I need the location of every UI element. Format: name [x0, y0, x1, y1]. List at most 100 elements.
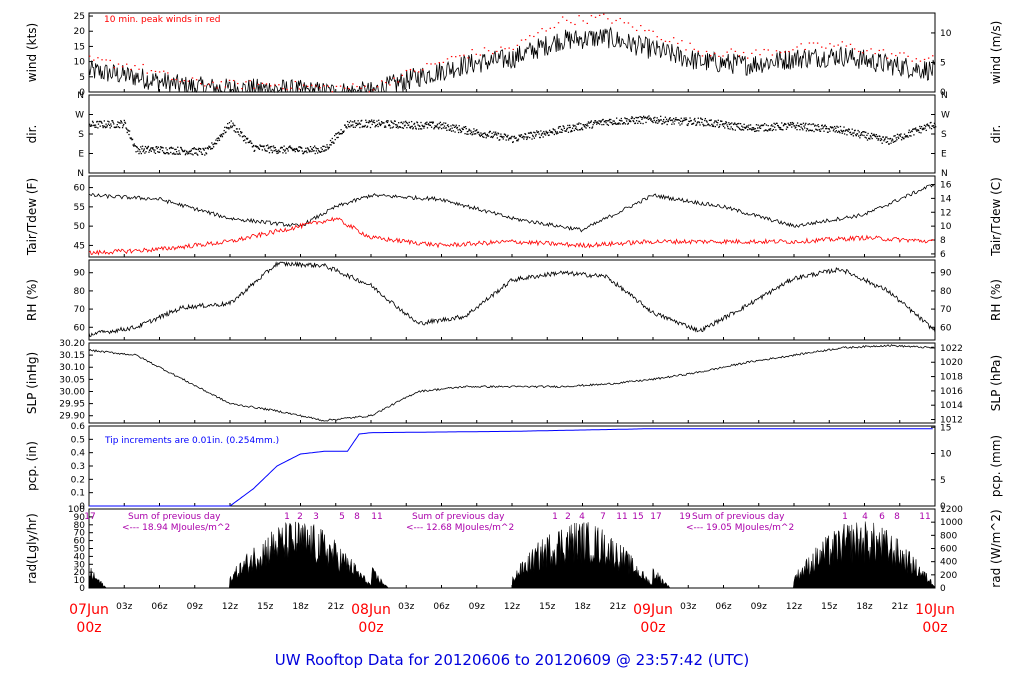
wind-peak-point	[681, 40, 683, 42]
dir-point	[195, 148, 198, 151]
dir-point	[662, 118, 665, 121]
dir-point	[839, 132, 841, 134]
dir-point	[695, 124, 698, 126]
wind-peak-point	[475, 53, 477, 55]
rad-hour-marker: 1	[552, 512, 558, 522]
dir-point	[243, 135, 245, 137]
dir-point	[812, 123, 815, 125]
dir-point	[355, 124, 358, 127]
dir-point	[846, 134, 848, 136]
dir-point	[915, 129, 917, 131]
xtick-hour-label: 21z	[328, 602, 344, 612]
dir-point	[108, 121, 110, 123]
dir-point	[181, 148, 183, 151]
xtick-hour-label: 15z	[257, 602, 273, 612]
dir-point	[288, 146, 291, 148]
wind-peak-point	[146, 72, 148, 74]
dir-point	[838, 131, 840, 133]
dir-point	[635, 116, 637, 119]
dir-point	[756, 127, 759, 129]
ytick-label-rh: 80	[74, 287, 86, 297]
dir-point	[464, 132, 466, 135]
dir-point	[188, 150, 191, 152]
dir-point	[175, 148, 177, 151]
dir-point	[351, 121, 353, 123]
dir-point	[708, 119, 711, 122]
ytick-label-right-slp: 1020	[940, 358, 963, 368]
xtick-day-hour: 00z	[640, 620, 665, 636]
dir-point	[490, 135, 493, 138]
ytick-label-rad: 30	[74, 560, 86, 570]
dir-point	[445, 127, 447, 129]
dir-point	[389, 127, 392, 129]
wind-peak-point	[483, 47, 486, 49]
xtick-day-label: 08Jun	[351, 602, 391, 618]
dir-point	[294, 150, 296, 153]
dir-point	[617, 123, 620, 125]
dir-point	[404, 124, 406, 126]
tdew-line	[88, 216, 934, 256]
wind-peak-point	[763, 48, 765, 51]
dir-point	[866, 139, 869, 141]
wind-peak-point	[109, 59, 111, 62]
dir-point	[218, 137, 220, 140]
dir-point	[701, 118, 704, 121]
wind-peak-point	[570, 22, 572, 24]
dir-point	[859, 134, 862, 137]
ytick-label-pcp: 0.2	[71, 475, 85, 485]
dir-point	[759, 125, 761, 127]
dir-point	[887, 138, 889, 140]
dir-point	[566, 127, 568, 130]
dir-point	[526, 137, 528, 139]
dir-point	[645, 121, 647, 124]
wind-peak-point	[121, 66, 124, 68]
dir-point	[789, 122, 792, 124]
dir-point	[384, 125, 386, 127]
dir-point	[890, 142, 892, 144]
dir-point	[647, 116, 649, 118]
dir-point	[267, 147, 269, 150]
dir-point	[674, 118, 677, 121]
ytick-label-wind: 10	[74, 58, 86, 68]
dir-point	[286, 148, 289, 150]
dir-point	[525, 136, 527, 138]
dir-point	[104, 126, 107, 129]
dir-point	[255, 145, 257, 147]
dir-point	[653, 119, 655, 121]
dir-point	[210, 147, 212, 150]
dir-point	[714, 125, 716, 128]
dir-point	[619, 123, 621, 125]
wind-peak-point	[529, 35, 531, 37]
ytick-label-wind: 15	[74, 42, 85, 52]
dir-point	[257, 146, 259, 148]
dir-point	[235, 131, 237, 133]
dir-point	[293, 149, 295, 151]
dir-point	[211, 142, 213, 144]
wind-peak-point	[603, 13, 605, 15]
wind-peak-point	[697, 50, 700, 52]
dir-point	[171, 147, 173, 149]
dir-point	[274, 149, 276, 152]
rad-hour-marker: 7	[600, 512, 606, 522]
dir-point	[922, 128, 924, 131]
ytick-label-right-temp: 16	[940, 180, 952, 190]
wind-peak-point	[849, 43, 852, 45]
dir-point	[883, 140, 885, 142]
dir-point	[704, 117, 706, 120]
dir-point	[913, 134, 915, 136]
dir-point	[354, 126, 356, 128]
dir-point	[796, 122, 799, 124]
dir-point	[526, 138, 528, 141]
dir-point	[106, 126, 108, 128]
dir-point	[111, 120, 114, 122]
dir-point	[178, 152, 181, 154]
ytick-label-rad: 90	[74, 513, 86, 523]
wind-peak-point	[446, 58, 449, 60]
dir-point	[628, 119, 630, 121]
dir-point	[835, 127, 837, 129]
dir-point	[137, 148, 140, 150]
dir-point	[877, 139, 879, 141]
wind-peak-point	[397, 81, 399, 83]
wind-peak-point	[932, 55, 934, 57]
